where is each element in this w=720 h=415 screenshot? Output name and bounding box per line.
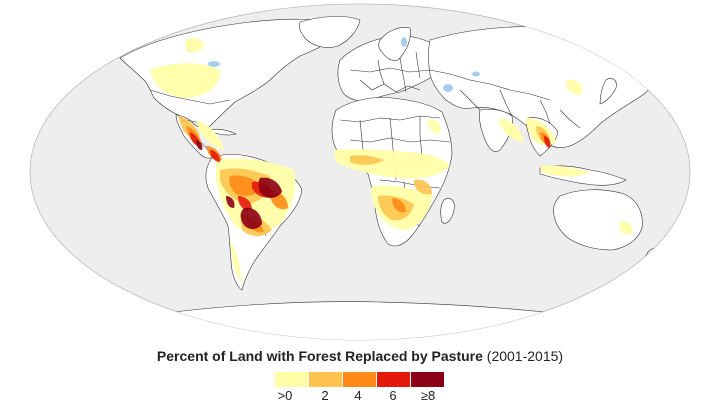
legend-labels: >0 2 4 6 ≥8 xyxy=(262,388,462,406)
legend-label-2: 2 xyxy=(321,388,329,403)
australia xyxy=(553,189,643,251)
caribbean-cuba xyxy=(207,128,237,136)
greenland xyxy=(298,16,361,48)
legend-label-gt0: >0 xyxy=(277,388,293,403)
legend-swatch-6 xyxy=(377,372,410,387)
japan xyxy=(599,78,617,105)
legend-swatch-2 xyxy=(309,372,342,387)
pasture-level-ge8 xyxy=(196,140,282,230)
legend-swatch-gt0 xyxy=(275,372,308,387)
legend-title-main: Percent of Land with Forest Replaced by … xyxy=(156,348,483,364)
legend-label-4: 4 xyxy=(354,388,362,403)
legend-swatch-ge8 xyxy=(411,372,444,387)
madagascar xyxy=(440,198,455,224)
legend-title-period: (2001-2015) xyxy=(486,348,564,364)
scandinavia xyxy=(378,27,411,61)
legend-swatch-4 xyxy=(343,372,376,387)
legend-label-ge8: ≥8 xyxy=(420,388,436,403)
legend-color-bar xyxy=(275,372,445,387)
world-map xyxy=(29,3,691,341)
north-america xyxy=(119,18,346,129)
legend-label-6: 6 xyxy=(389,388,397,403)
legend-title: Percent of Land with Forest Replaced by … xyxy=(0,348,720,364)
